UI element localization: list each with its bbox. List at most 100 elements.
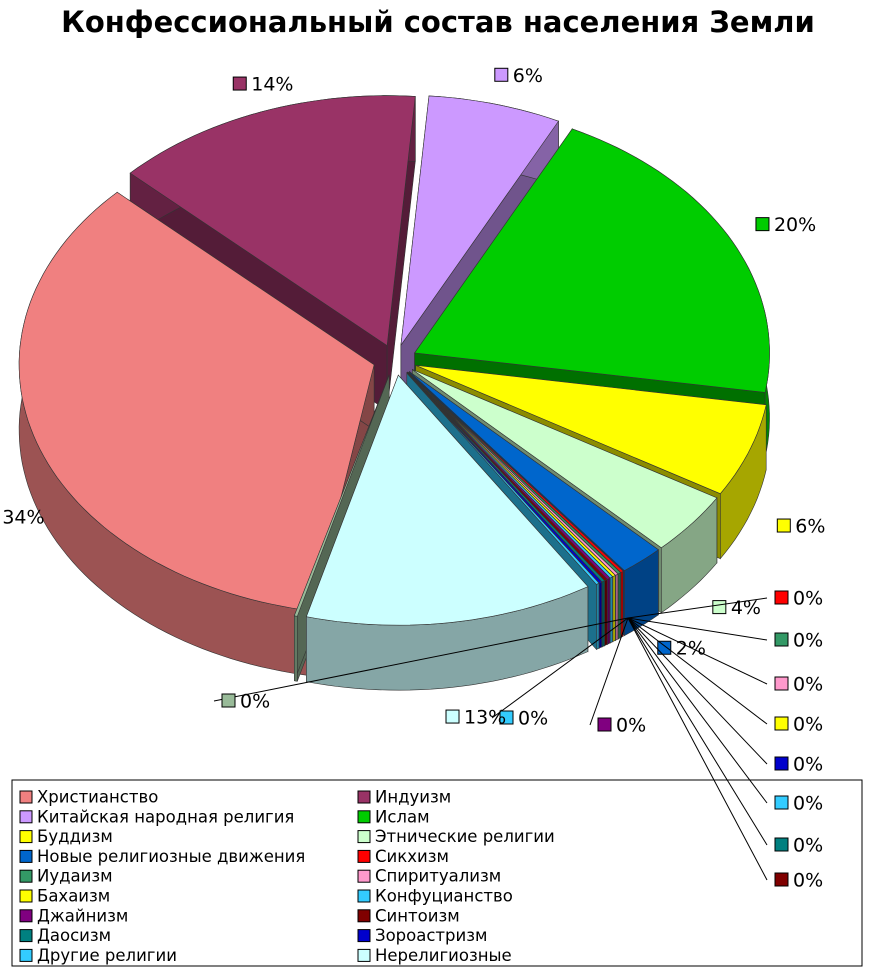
slice	[409, 371, 659, 571]
data-label: 0%	[793, 588, 823, 610]
leader-line	[589, 617, 629, 726]
slice-side	[294, 615, 298, 682]
slice	[400, 95, 559, 346]
data-label: 13%	[464, 707, 506, 729]
data-label: 0%	[793, 793, 823, 815]
legend-swatch	[19, 790, 33, 804]
label-swatch	[232, 76, 247, 91]
slice	[18, 191, 375, 612]
label-swatch	[774, 676, 789, 691]
label-swatch	[494, 67, 509, 82]
legend-label: Ислам	[375, 807, 430, 826]
slice-side	[615, 573, 619, 641]
legend-swatch	[19, 810, 33, 824]
slice-side	[609, 576, 613, 644]
legend-label: Индуизм	[375, 788, 451, 807]
label-swatch	[774, 590, 789, 605]
leader-line	[627, 617, 768, 881]
legend-label: Нерелигиозные	[375, 946, 512, 965]
label-swatch	[755, 217, 770, 232]
legend-label: Зороастризм	[375, 926, 487, 945]
slice	[406, 372, 600, 585]
legend-label: Синтоизм	[375, 906, 460, 925]
data-label: 0%	[518, 708, 548, 730]
legend-label: Этнические религии	[375, 827, 555, 846]
legend-swatch	[19, 849, 33, 863]
slice-side	[620, 570, 624, 638]
label-swatch	[445, 709, 460, 724]
legend-label: Конфуцианство	[375, 887, 513, 906]
data-label: 0%	[793, 674, 823, 696]
slice-side	[612, 574, 616, 643]
slice-side	[617, 572, 621, 640]
label-swatch	[774, 872, 789, 887]
legend-swatch	[19, 889, 33, 903]
data-label: 2%	[676, 638, 706, 660]
leader-line	[627, 617, 768, 765]
leader-line	[627, 617, 768, 804]
data-label: 20%	[774, 214, 816, 236]
data-label: 0%	[793, 835, 823, 857]
legend-swatch	[357, 869, 371, 883]
slice	[129, 95, 416, 347]
legend-label: Бахаизм	[37, 887, 110, 906]
slice	[414, 128, 770, 393]
legend-swatch	[357, 889, 371, 903]
legend-swatch	[357, 849, 371, 863]
data-label: 0%	[793, 714, 823, 736]
data-label: 0%	[240, 691, 270, 713]
label-swatch	[774, 837, 789, 852]
data-label: 0%	[793, 630, 823, 652]
label-swatch	[712, 600, 727, 615]
legend-label: Китайская народная религия	[37, 807, 294, 826]
data-label: 0%	[793, 754, 823, 776]
leader-line	[491, 617, 629, 719]
label-swatch	[774, 795, 789, 810]
legend-swatch	[19, 909, 33, 923]
legend-label: Буддизм	[37, 827, 113, 846]
slice	[412, 369, 718, 549]
slice	[305, 374, 589, 626]
label-swatch	[774, 632, 789, 647]
legend-swatch	[357, 948, 371, 962]
leader-line	[627, 617, 768, 725]
legend-label: Новые религиозные движения	[37, 847, 305, 866]
slice-side	[604, 578, 608, 647]
slice	[415, 365, 767, 495]
slice	[293, 374, 390, 617]
legend-label: Джайнизм	[37, 906, 128, 925]
label-swatch	[774, 756, 789, 771]
legend-swatch	[357, 790, 371, 804]
leader-line	[627, 617, 768, 846]
legend-label: Другие религии	[37, 946, 177, 965]
chart-title: Конфессиональный состав населения Земли	[61, 5, 815, 39]
legend-box	[11, 779, 863, 967]
label-swatch	[597, 717, 612, 732]
legend-swatch	[357, 929, 371, 943]
data-label: 0%	[793, 870, 823, 892]
legend-swatch	[19, 869, 33, 883]
label-swatch	[499, 710, 514, 725]
label-swatch	[774, 716, 789, 731]
data-label: 0%	[616, 715, 646, 737]
legend-label: Сикхизм	[375, 847, 449, 866]
data-label: 6%	[795, 516, 825, 538]
legend-swatch	[19, 929, 33, 943]
leader-line	[627, 617, 768, 685]
legend-swatch	[19, 948, 33, 962]
legend-label: Даосизм	[37, 926, 111, 945]
legend-label: Христианство	[37, 788, 158, 807]
legend-swatch	[357, 830, 371, 844]
data-label: 34%	[2, 507, 44, 529]
label-swatch	[657, 640, 672, 655]
legend-swatch	[357, 810, 371, 824]
data-label: 4%	[731, 597, 761, 619]
legend-swatch	[357, 909, 371, 923]
legend-label: Иудаизм	[37, 867, 113, 886]
leader-line	[213, 617, 629, 702]
leader-line	[627, 597, 768, 619]
leader-line	[627, 617, 768, 641]
data-label: 14%	[251, 74, 293, 96]
label-swatch	[776, 518, 791, 533]
